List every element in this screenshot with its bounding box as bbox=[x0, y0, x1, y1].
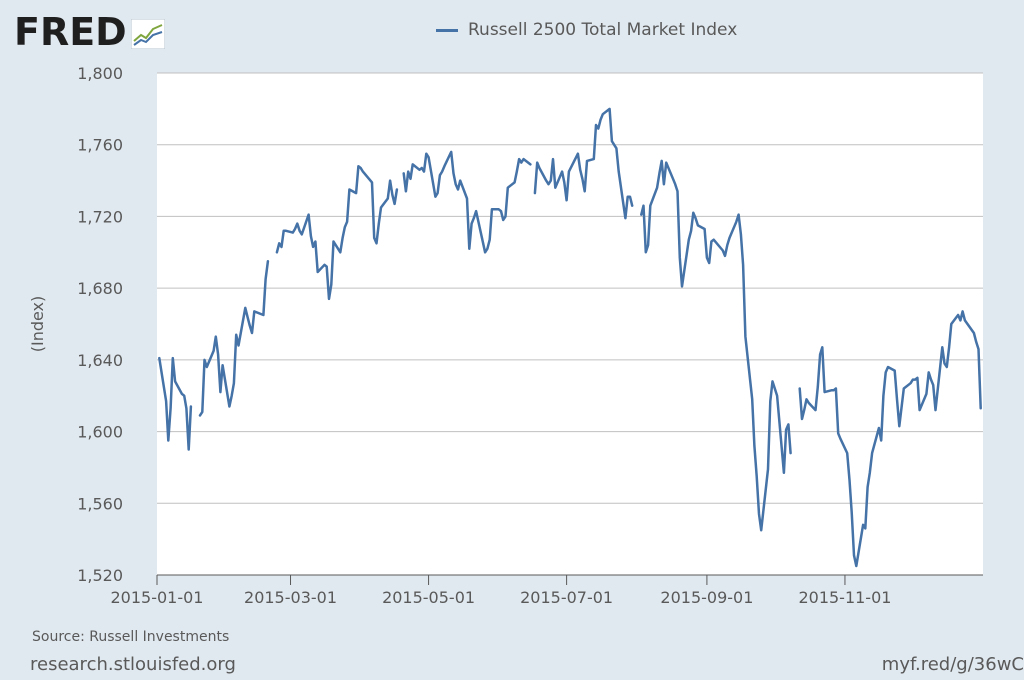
site-link[interactable]: research.stlouisfed.org bbox=[30, 654, 236, 675]
series-line bbox=[533, 107, 634, 220]
logo-text: FRED bbox=[14, 10, 127, 54]
y-tick-label: 1,680 bbox=[77, 279, 123, 298]
x-tick-label: 2015-05-01 bbox=[382, 588, 475, 607]
series-line bbox=[640, 159, 792, 532]
legend-label: Russell 2500 Total Market Index bbox=[468, 20, 738, 40]
x-tick-label: 2015-09-01 bbox=[660, 588, 753, 607]
y-tick-label: 1,800 bbox=[77, 64, 123, 83]
short-url-link[interactable]: myf.red/g/36wC bbox=[881, 654, 1024, 675]
series-line bbox=[158, 356, 193, 451]
series-line bbox=[275, 164, 399, 301]
x-tick-label: 2015-07-01 bbox=[520, 588, 613, 607]
y-tick-label: 1,560 bbox=[77, 494, 123, 513]
y-tick-label: 1,520 bbox=[77, 566, 123, 585]
x-tick-label: 2015-01-01 bbox=[111, 588, 204, 607]
chart-legend: Russell 2500 Total Market Index bbox=[436, 20, 737, 40]
y-tick-label: 1,600 bbox=[77, 423, 123, 442]
x-tick-label: 2015-03-01 bbox=[244, 588, 337, 607]
source-note: Source: Russell Investments bbox=[32, 629, 230, 645]
series-line bbox=[198, 260, 270, 417]
x-tick-label: 2015-11-01 bbox=[798, 588, 891, 607]
series-line bbox=[402, 150, 532, 254]
y-tick-label: 1,640 bbox=[77, 351, 123, 370]
y-tick-label: 1,720 bbox=[77, 207, 123, 226]
chart-line-icon bbox=[130, 19, 165, 49]
series-line bbox=[798, 310, 982, 568]
y-axis-label: (Index) bbox=[28, 296, 47, 353]
plot-area bbox=[157, 73, 983, 575]
y-tick-label: 1,760 bbox=[77, 136, 123, 155]
fred-logo[interactable]: FRED bbox=[14, 12, 165, 52]
legend-swatch bbox=[436, 28, 458, 32]
